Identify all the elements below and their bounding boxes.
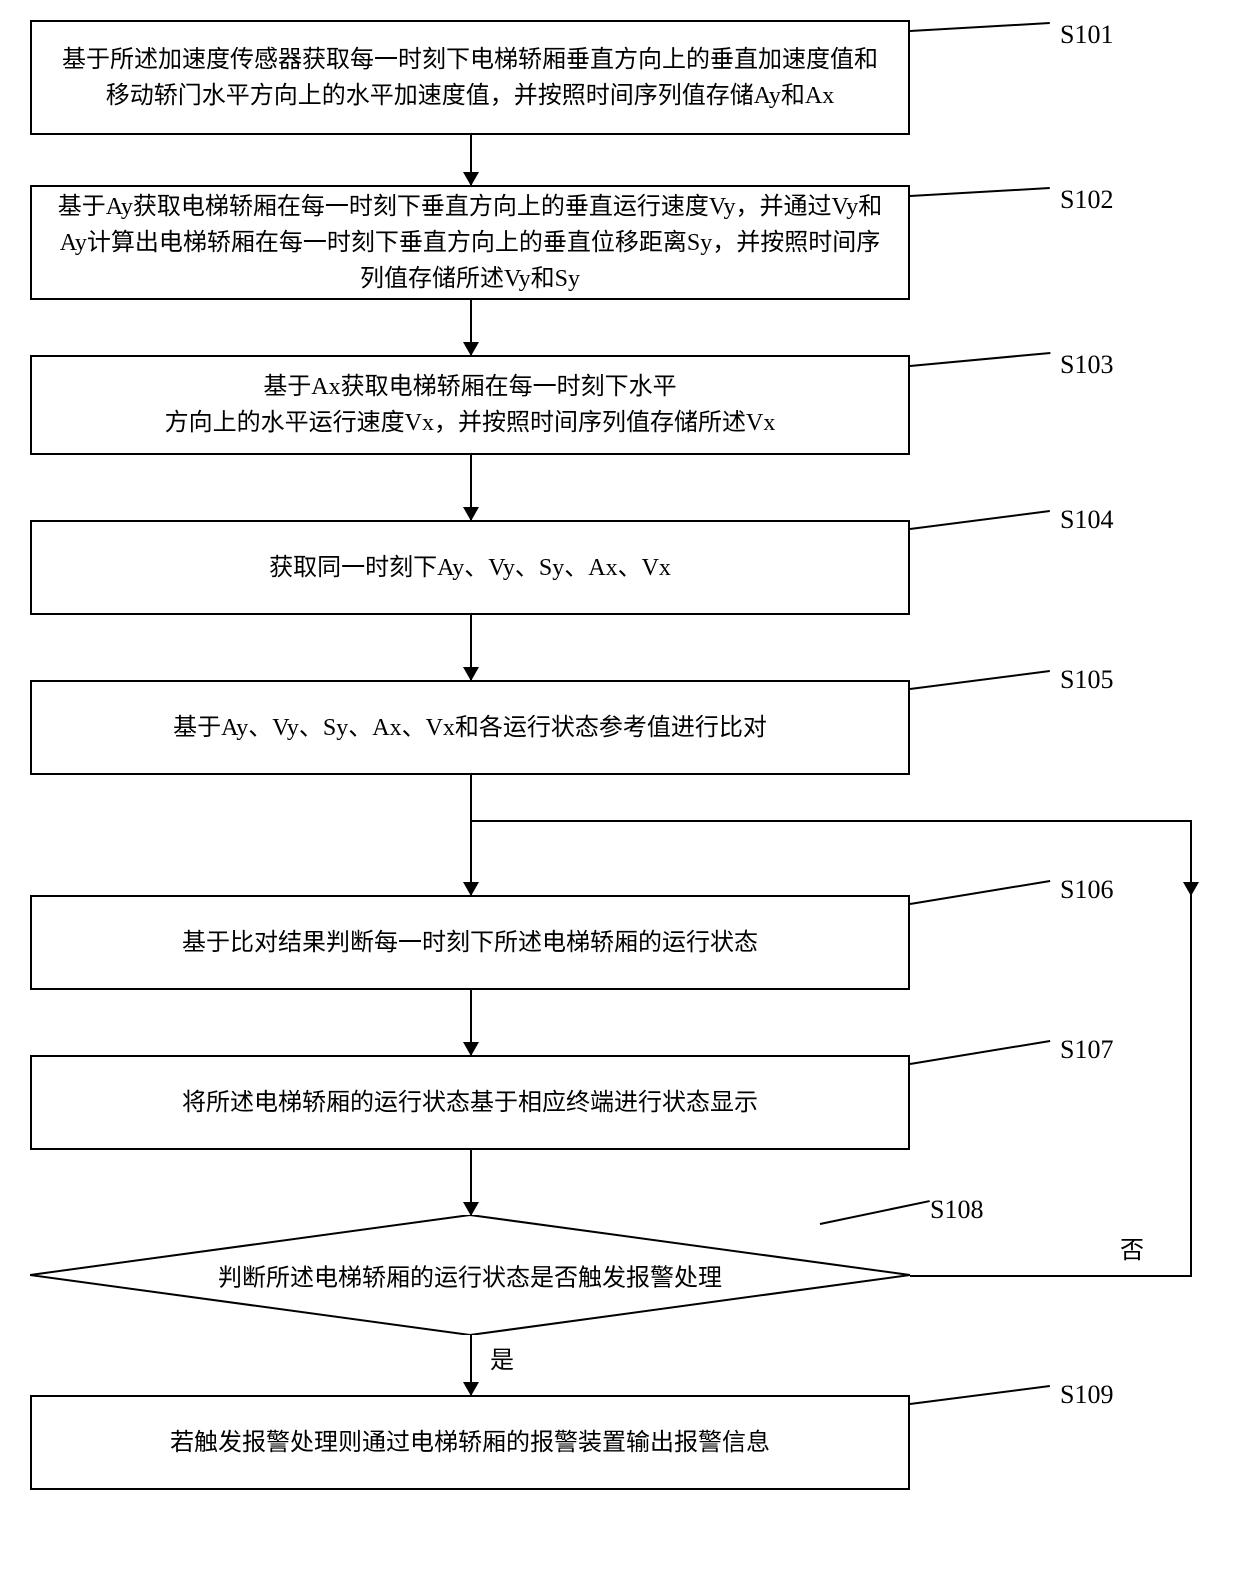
flow-step-S107: 将所述电梯轿厢的运行状态基于相应终端进行状态显示 [30,1055,910,1150]
flow-step-S103: 基于Ax获取电梯轿厢在每一时刻下水平 方向上的水平运行速度Vx，并按照时间序列值… [30,355,910,455]
flow-step-text: 若触发报警处理则通过电梯轿厢的报警装置输出报警信息 [170,1425,770,1461]
step-label-S103: S103 [1060,350,1113,380]
feedback-v [1190,820,1192,1277]
flow-step-text: 将所述电梯轿厢的运行状态基于相应终端进行状态显示 [182,1085,758,1121]
arrow-S108-yes [470,1335,472,1395]
leader-line [910,22,1050,32]
step-label-S106: S106 [1060,875,1113,905]
flow-step-S106: 基于比对结果判断每一时刻下所述电梯轿厢的运行状态 [30,895,910,990]
feedback-h1 [910,1275,1192,1277]
leader-line [910,187,1050,197]
arrow-S107 [470,1150,472,1215]
decision-label: S108 [930,1195,983,1225]
arrow-S101 [470,135,472,185]
leader-line [910,1385,1050,1405]
no-label: 否 [1120,1230,1144,1265]
flow-step-S104: 获取同一时刻下Ay、Vy、Sy、Ax、Vx [30,520,910,615]
leader-line [910,352,1050,367]
arrow-S103 [470,455,472,520]
decision-S108: 判断所述电梯轿厢的运行状态是否触发报警处理 [30,1215,910,1335]
feedback-h2 [470,820,1192,822]
arrow-S104 [470,615,472,680]
arrow-S105 [470,775,472,895]
flow-step-S105: 基于Ay、Vy、Sy、Ax、Vx和各运行状态参考值进行比对 [30,680,910,775]
leader-line [910,880,1050,905]
step-label-S102: S102 [1060,185,1113,215]
flow-step-S109: 若触发报警处理则通过电梯轿厢的报警装置输出报警信息 [30,1395,910,1490]
step-label-S105: S105 [1060,665,1113,695]
arrow-S102 [470,300,472,355]
flow-step-text: 基于Ay获取电梯轿厢在每一时刻下垂直方向上的垂直运行速度Vy，并通过Vy和Ay计… [52,189,888,297]
leader-line [910,1040,1050,1065]
flow-step-text: 基于Ax获取电梯轿厢在每一时刻下水平 方向上的水平运行速度Vx，并按照时间序列值… [165,369,776,441]
flow-step-S101: 基于所述加速度传感器获取每一时刻下电梯轿厢垂直方向上的垂直加速度值和移动轿门水平… [30,20,910,135]
flow-step-S102: 基于Ay获取电梯轿厢在每一时刻下垂直方向上的垂直运行速度Vy，并通过Vy和Ay计… [30,185,910,300]
flow-step-text: 基于Ay、Vy、Sy、Ax、Vx和各运行状态参考值进行比对 [173,710,767,746]
arrow-S106 [470,990,472,1055]
step-label-S101: S101 [1060,20,1113,50]
flow-step-text: 基于所述加速度传感器获取每一时刻下电梯轿厢垂直方向上的垂直加速度值和移动轿门水平… [52,42,888,114]
yes-label: 是 [490,1340,514,1375]
leader-line [910,670,1050,690]
step-label-S107: S107 [1060,1035,1113,1065]
flow-step-text: 获取同一时刻下Ay、Vy、Sy、Ax、Vx [269,550,671,586]
flowchart-container: 基于所述加速度传感器获取每一时刻下电梯轿厢垂直方向上的垂直加速度值和移动轿门水平… [0,0,1240,1585]
step-label-S104: S104 [1060,505,1113,535]
step-label-S109: S109 [1060,1380,1113,1410]
decision-text: 判断所述电梯轿厢的运行状态是否触发报警处理 [218,1258,722,1293]
leader-line [910,510,1050,530]
flow-step-text: 基于比对结果判断每一时刻下所述电梯轿厢的运行状态 [182,925,758,961]
